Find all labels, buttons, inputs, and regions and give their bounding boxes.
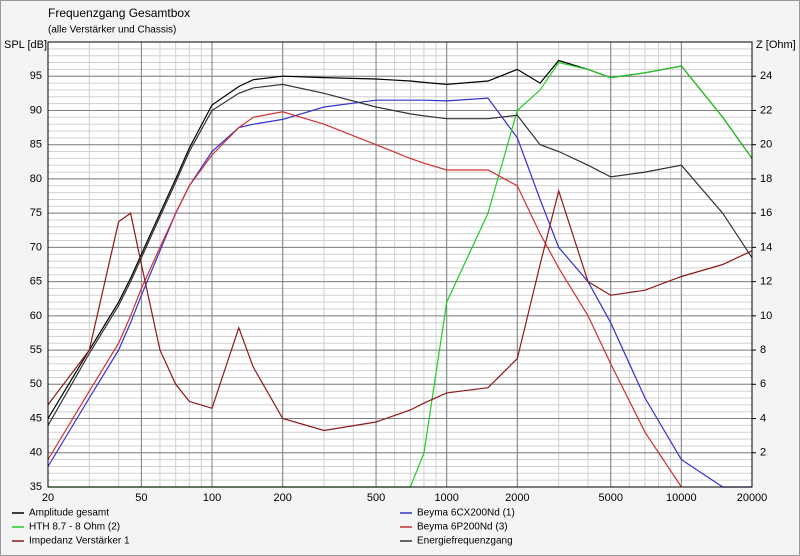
y2-tick-label: 20 <box>760 139 772 151</box>
y2-tick-label: 8 <box>760 344 766 356</box>
x-tick-label: 20000 <box>737 492 768 504</box>
plot-area <box>48 42 752 487</box>
y-tick-label: 40 <box>30 447 42 459</box>
x-tick-label: 10000 <box>666 492 697 504</box>
series-line <box>48 188 752 432</box>
y-tick-label: 90 <box>30 104 42 116</box>
y-tick-label: 65 <box>30 276 42 288</box>
y-tick-label: 45 <box>30 412 42 424</box>
y2-tick-label: 18 <box>760 173 772 185</box>
series-line <box>48 111 682 488</box>
x-tick-label: 50 <box>135 492 147 504</box>
y-tick-label: 85 <box>30 139 42 151</box>
y-tick-label: 55 <box>30 344 42 356</box>
y2-tick-label: 4 <box>760 412 766 424</box>
legend-label: Amplitude gesamt <box>29 508 109 519</box>
legend-label: Energiefrequenzgang <box>417 536 513 547</box>
x-tick-label: 100 <box>203 492 221 504</box>
x-tick-label: 2000 <box>505 492 529 504</box>
y2-tick-label: 12 <box>760 276 772 288</box>
y-tick-label: 80 <box>30 173 42 185</box>
y2-tick-label: 14 <box>760 241 772 253</box>
legend-label: Impedanz Verstärker 1 <box>29 536 130 547</box>
y-tick-label: 75 <box>30 207 42 219</box>
chart-subtitle: (alle Verstärker und Chassis) <box>48 25 176 36</box>
x-tick-label: 1000 <box>434 492 458 504</box>
y2-tick-label: 24 <box>760 70 772 82</box>
y2-tick-label: 6 <box>760 378 766 390</box>
y-tick-label: 35 <box>30 481 42 493</box>
chart-title: Frequenzgang Gesamtbox <box>48 6 190 20</box>
x-tick-label: 20 <box>42 492 54 504</box>
series-line <box>48 83 752 426</box>
y-axis-label: SPL [dB] <box>4 39 47 51</box>
y2-tick-label: 16 <box>760 207 772 219</box>
x-tick-label: 500 <box>367 492 385 504</box>
y-tick-label: 60 <box>30 310 42 322</box>
y2-tick-label: 2 <box>760 447 766 459</box>
legend-label: Beyma 6P200Nd (3) <box>417 522 508 533</box>
y2-tick-label: 10 <box>760 310 772 322</box>
y2-tick-label: 22 <box>760 104 772 116</box>
y-tick-label: 70 <box>30 241 42 253</box>
plot-border <box>47 41 753 488</box>
grid <box>47 42 753 488</box>
x-tick-label: 5000 <box>598 492 622 504</box>
series-line <box>48 97 752 488</box>
y-tick-label: 95 <box>30 70 42 82</box>
y-tick-label: 50 <box>30 378 42 390</box>
x-tick-label: 200 <box>273 492 291 504</box>
y2-axis-label: Z [Ohm] <box>756 39 796 51</box>
legend-label: HTH 8.7 - 8 Ohm (2) <box>29 522 120 533</box>
legend-label: Beyma 6CX200Nd (1) <box>417 508 515 519</box>
